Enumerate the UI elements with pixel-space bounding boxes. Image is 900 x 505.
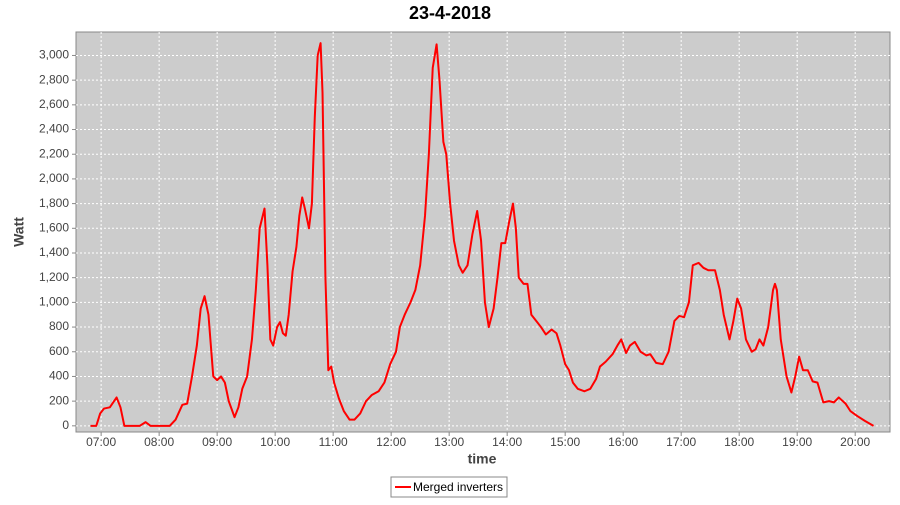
x-tick-label: 07:00 bbox=[86, 435, 116, 449]
x-tick-label: 11:00 bbox=[319, 435, 348, 449]
y-tick-label: 2,600 bbox=[39, 97, 69, 111]
y-tick-label: 3,000 bbox=[39, 48, 69, 62]
x-tick-label: 20:00 bbox=[840, 435, 870, 449]
chart-title: 23-4-2018 bbox=[409, 3, 491, 23]
x-tick-label: 12:00 bbox=[376, 435, 406, 449]
y-tick-label: 0 bbox=[62, 418, 69, 432]
legend-box bbox=[390, 476, 508, 498]
y-tick-label: 2,000 bbox=[39, 171, 69, 185]
x-tick-label: 15:00 bbox=[550, 435, 580, 449]
y-axis-label: Watt bbox=[11, 217, 27, 247]
x-tick-label: 18:00 bbox=[724, 435, 754, 449]
x-tick-label: 16:00 bbox=[608, 435, 638, 449]
y-tick-label: 1,000 bbox=[39, 295, 69, 309]
x-axis-label: time bbox=[468, 451, 497, 467]
legend: Merged inverters bbox=[390, 476, 508, 498]
y-tick-label: 800 bbox=[49, 319, 69, 333]
y-tick-label: 1,800 bbox=[39, 196, 69, 210]
y-tick-label: 200 bbox=[49, 393, 69, 407]
x-tick-label: 13:00 bbox=[434, 435, 464, 449]
x-tick-label: 17:00 bbox=[666, 435, 696, 449]
y-tick-label: 1,200 bbox=[39, 270, 69, 284]
y-tick-label: 1,400 bbox=[39, 245, 69, 259]
y-tick-label: 400 bbox=[49, 369, 69, 383]
x-tick-label: 08:00 bbox=[144, 435, 174, 449]
y-tick-label: 2,400 bbox=[39, 122, 69, 136]
x-tick-label: 19:00 bbox=[782, 435, 812, 449]
x-tick-label: 14:00 bbox=[492, 435, 522, 449]
data-line bbox=[90, 42, 875, 427]
y-tick-label: 2,200 bbox=[39, 146, 69, 160]
x-tick-label: 10:00 bbox=[260, 435, 290, 449]
legend-label: Merged inverters bbox=[413, 480, 503, 494]
y-tick-label: 1,600 bbox=[39, 220, 69, 234]
y-tick-label: 2,800 bbox=[39, 72, 69, 86]
x-tick-label: 09:00 bbox=[202, 435, 232, 449]
y-tick-label: 600 bbox=[49, 344, 69, 358]
plot-area bbox=[75, 31, 891, 433]
